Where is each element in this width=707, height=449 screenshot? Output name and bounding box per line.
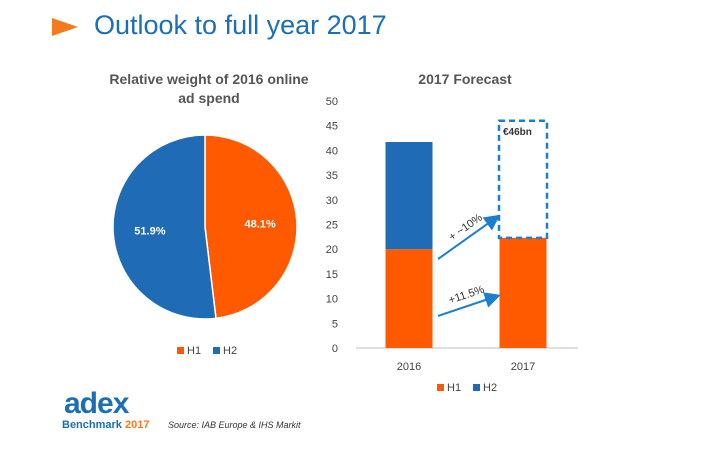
pie-chart-title: Relative weight of 2016 online ad spend [84,70,334,108]
y-tick-label: 40 [326,145,338,157]
y-tick-label: 15 [326,269,338,281]
bar-h1-2017 [499,237,547,348]
bar-h1-2016 [385,249,433,348]
forecast-box-label: €46bn [503,127,532,138]
y-tick-label: 0 [332,343,338,355]
y-tick-label: 50 [326,96,338,108]
x-tick-label: 2016 [397,361,421,373]
page-title: Outlook to full year 2017 [94,10,387,40]
logo-benchmark-text: Benchmark [62,419,122,431]
pie-legend-swatch-h1 [177,347,184,354]
bar-legend-swatch-h2 [473,384,480,391]
logo-year-text: 2017 [124,419,150,431]
y-tick-label: 25 [326,220,338,232]
bar-legend-label-h2: H2 [483,382,497,394]
y-tick-label: 45 [326,121,338,133]
bar-legend-label-h1: H1 [447,382,461,394]
adex-logo-subtitle: Benchmark 2017 [62,419,149,431]
pie-title-line-2: ad spend [178,90,240,106]
pie-legend-label-h2: H2 [223,345,237,357]
adex-logo: adex [64,387,129,420]
pie-label-h1: 48.1% [245,219,276,231]
bar-h2-2016 [385,142,433,250]
y-tick-label: 35 [326,170,338,182]
forecast-dashed-box [497,119,549,240]
y-tick-label: 20 [326,244,338,256]
bar-chart-title: 2017 Forecast [418,71,512,87]
source-note: Source: IAB Europe & IHS Markit [168,420,301,430]
y-tick-label: 10 [326,294,338,306]
pie-label-h2: 51.9% [134,225,165,237]
pie-slice-h1 [204,134,298,320]
growth-arrow-1 [437,214,501,260]
pie-slice-h2 [112,134,217,320]
pie-legend-swatch-h2 [213,347,220,354]
x-tick-label: 2017 [511,361,535,373]
growth-arrow-2 [437,292,501,317]
bar-legend-swatch-h1 [437,384,444,391]
y-tick-label: 30 [326,195,338,207]
growth-label-2: +11.5% [447,284,486,307]
title-arrow-icon [52,18,78,36]
pie-title-line-1: Relative weight of 2016 online [109,71,309,87]
pie-legend-label-h1: H1 [187,345,201,357]
y-tick-label: 5 [332,318,338,330]
